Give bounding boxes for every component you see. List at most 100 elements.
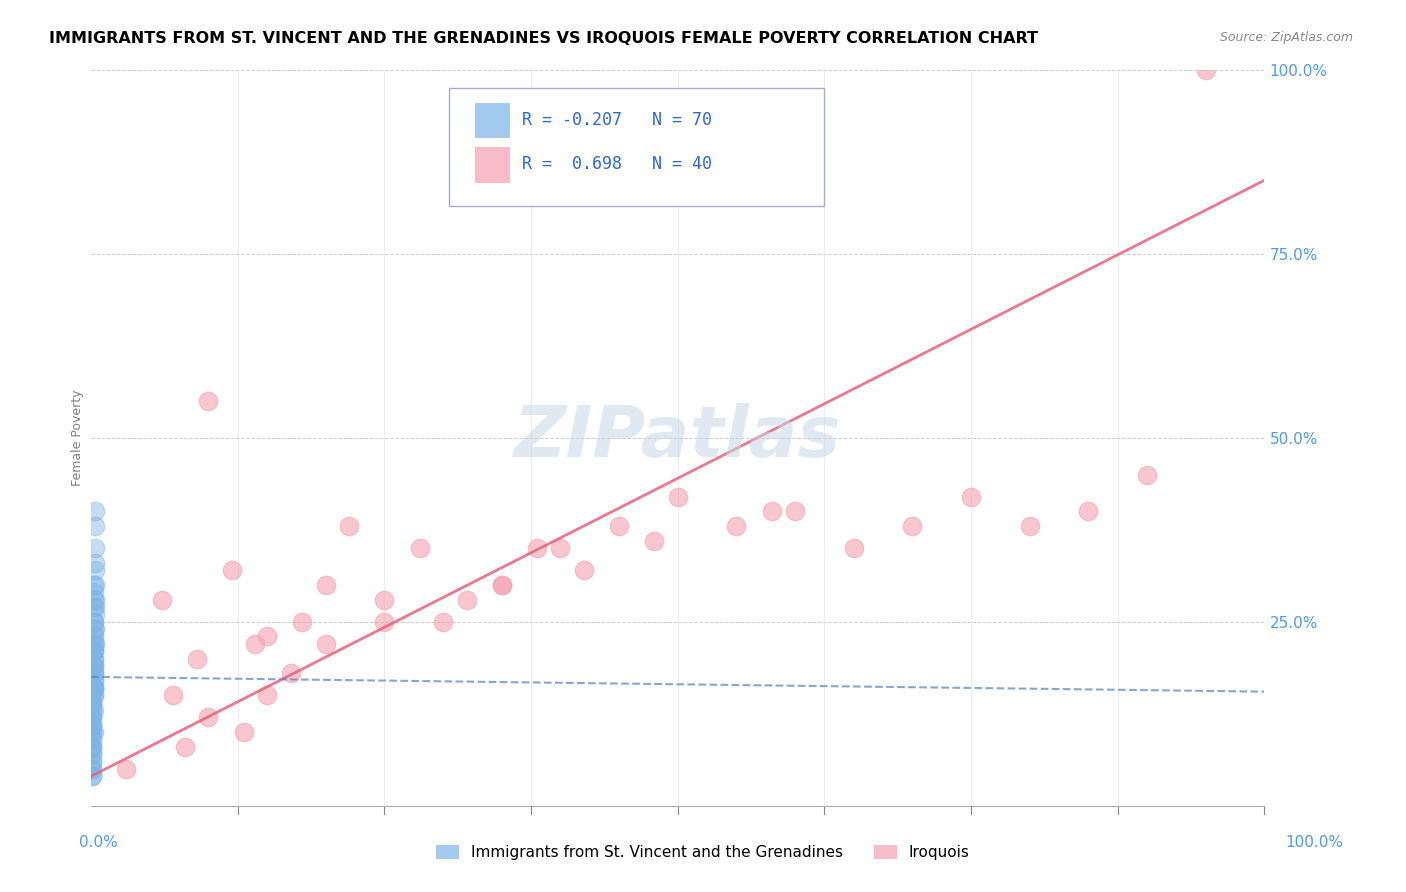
Point [174, 739, 197, 754]
Point [643, 533, 665, 548]
Point [960, 490, 983, 504]
Point [82, 732, 104, 747]
Point [82, 769, 104, 783]
Point [83, 659, 105, 673]
Point [1018, 519, 1040, 533]
Point [280, 666, 302, 681]
Point [221, 563, 243, 577]
Point [83, 519, 105, 533]
Point [432, 615, 454, 629]
Point [82, 755, 104, 769]
Point [572, 563, 595, 577]
Point [83, 592, 105, 607]
Point [83, 578, 105, 592]
FancyBboxPatch shape [449, 88, 824, 206]
Point [83, 681, 105, 695]
Point [83, 673, 105, 688]
Point [666, 490, 689, 504]
Point [456, 592, 478, 607]
Point [83, 659, 105, 673]
Point [82, 739, 104, 754]
Point [83, 673, 105, 688]
Point [83, 644, 105, 658]
Point [83, 725, 105, 739]
Text: 100.0%: 100.0% [1285, 836, 1344, 850]
Point [1077, 504, 1099, 518]
Point [291, 615, 314, 629]
Point [82, 717, 104, 731]
Point [83, 563, 105, 577]
Point [82, 710, 104, 724]
Point [83, 659, 105, 673]
Point [82, 710, 104, 724]
Text: IMMIGRANTS FROM ST. VINCENT AND THE GRENADINES VS IROQUOIS FEMALE POVERTY CORREL: IMMIGRANTS FROM ST. VINCENT AND THE GREN… [49, 31, 1038, 46]
Point [82, 762, 104, 776]
Point [315, 637, 337, 651]
Point [83, 504, 105, 518]
Point [197, 394, 219, 409]
Point [83, 644, 105, 658]
Point [83, 681, 105, 695]
Point [82, 725, 104, 739]
Point [373, 615, 395, 629]
Point [83, 651, 105, 665]
Point [245, 637, 267, 651]
Point [83, 630, 105, 644]
FancyBboxPatch shape [475, 103, 510, 138]
Point [83, 592, 105, 607]
Point [491, 578, 513, 592]
Point [83, 666, 105, 681]
Point [83, 666, 105, 681]
Point [83, 615, 105, 629]
Point [82, 739, 104, 754]
Point [550, 541, 572, 556]
Point [82, 717, 104, 731]
Point [408, 541, 430, 556]
Point [256, 688, 278, 702]
Point [761, 504, 783, 518]
Text: Source: ZipAtlas.com: Source: ZipAtlas.com [1219, 31, 1353, 45]
Point [82, 725, 104, 739]
Point [83, 585, 105, 599]
Point [901, 519, 924, 533]
Point [83, 637, 105, 651]
Point [83, 637, 105, 651]
Point [82, 703, 104, 717]
Text: R = -0.207   N = 70: R = -0.207 N = 70 [522, 112, 711, 129]
Point [82, 717, 104, 731]
Point [83, 556, 105, 570]
Point [83, 688, 105, 702]
Point [83, 681, 105, 695]
Point [607, 519, 630, 533]
Point [82, 747, 104, 761]
Point [842, 541, 865, 556]
Point [83, 607, 105, 622]
Point [83, 666, 105, 681]
Point [83, 703, 105, 717]
Point [1136, 467, 1159, 482]
Point [82, 755, 104, 769]
Point [373, 592, 395, 607]
Point [82, 710, 104, 724]
Y-axis label: Female Poverty: Female Poverty [72, 390, 84, 486]
Text: R =  0.698   N = 40: R = 0.698 N = 40 [522, 155, 711, 173]
Point [82, 696, 104, 710]
Point [526, 541, 548, 556]
Point [82, 747, 104, 761]
Text: 0.0%: 0.0% [79, 836, 118, 850]
Point [256, 630, 278, 644]
Point [83, 630, 105, 644]
Point [83, 637, 105, 651]
Legend: Immigrants from St. Vincent and the Grenadines, Iroquois: Immigrants from St. Vincent and the Gren… [430, 839, 976, 866]
Point [83, 615, 105, 629]
Point [82, 696, 104, 710]
Point [83, 578, 105, 592]
Point [82, 703, 104, 717]
FancyBboxPatch shape [475, 147, 510, 183]
Point [83, 541, 105, 556]
Point [82, 732, 104, 747]
Point [783, 504, 806, 518]
Point [1194, 63, 1216, 78]
Point [82, 769, 104, 783]
Point [150, 592, 173, 607]
